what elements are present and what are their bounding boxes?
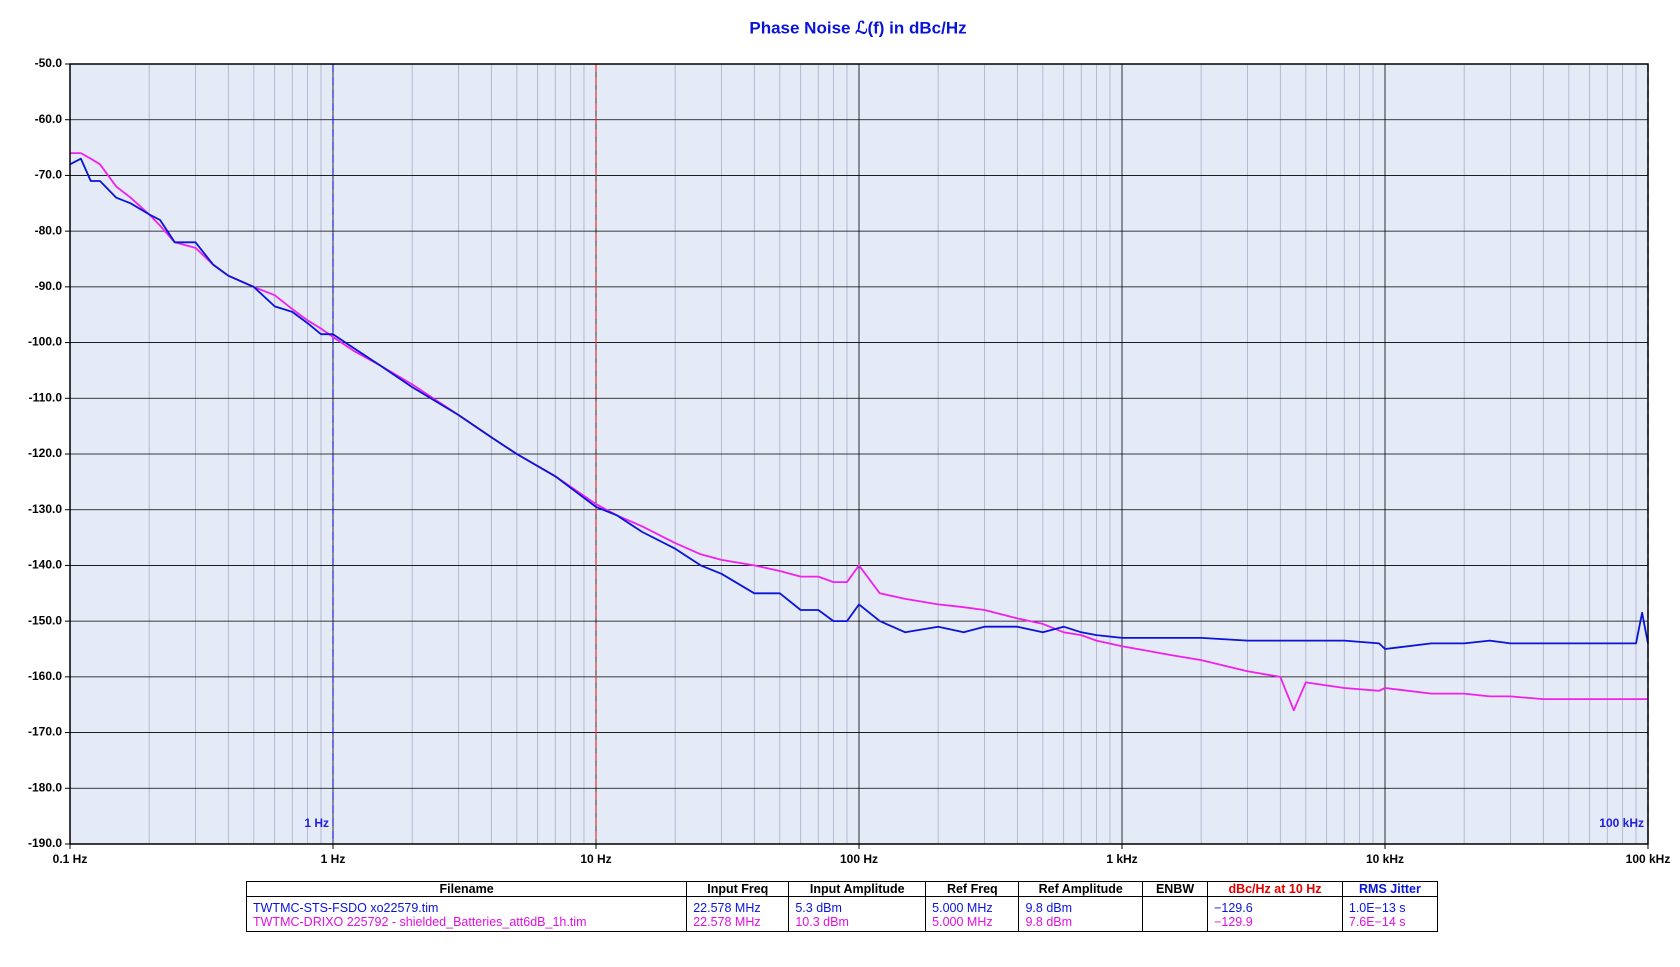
chart-title: Phase Noise ℒ(f) in dBc/Hz (749, 18, 966, 37)
table-cell (1142, 915, 1209, 932)
column-header: Input Amplitude (788, 881, 927, 897)
y-tick-label: -120.0 (28, 446, 62, 460)
table-cell: 1.0E−13 s (1341, 896, 1439, 915)
column-header: dBc/Hz at 10 Hz (1207, 881, 1343, 897)
x-tick-label: 100 kHz (1626, 852, 1671, 866)
y-tick-label: -140.0 (28, 558, 62, 572)
table-cell: 9.8 dBm (1018, 915, 1144, 932)
table-cell (1142, 896, 1209, 915)
x-tick-label: 1 Hz (321, 852, 346, 866)
table-header: Filename Input Freq Input Amplitude Ref Fre… (245, 881, 1439, 897)
x-tick-label: 10 kHz (1366, 852, 1404, 866)
table-cell: TWTMC-STS-FSDO xo22579.tim (245, 896, 688, 915)
table-cell: 5.000 MHz (925, 915, 1020, 932)
column-header: Ref Amplitude (1018, 881, 1144, 897)
x-tick-label: 100 Hz (840, 852, 878, 866)
plot-border (69, 63, 1649, 845)
y-tick-label: -170.0 (28, 725, 62, 739)
table-cell: 7.6E−14 s (1341, 915, 1439, 932)
y-tick-label: -130.0 (28, 502, 62, 516)
series-line (69, 157, 1649, 650)
table-cell: 9.8 dBm (1018, 896, 1144, 915)
y-tick-label: -150.0 (28, 613, 62, 627)
y-tick-label: -60.0 (35, 112, 63, 126)
y-tick-label: -100.0 (28, 335, 62, 349)
table-cell: 5.000 MHz (925, 896, 1020, 915)
column-header: Filename (245, 881, 688, 897)
y-tick-label: -160.0 (28, 669, 62, 683)
x-tick-label: 0.1 Hz (53, 852, 88, 866)
table-cell: −129.9 (1207, 915, 1343, 932)
column-header: ENBW (1142, 881, 1209, 897)
y-tick-label: -80.0 (35, 223, 63, 237)
y-tick-label: -70.0 (35, 168, 63, 182)
y-tick-label: -190.0 (28, 836, 62, 850)
table-cell: 22.578 MHz (686, 915, 790, 932)
marker-label: 100 kHz (1599, 816, 1644, 830)
table-cell: 22.578 MHz (686, 896, 790, 915)
marker-label: 1 Hz (304, 816, 329, 830)
column-header: Ref Freq (925, 881, 1020, 897)
table-cell: 10.3 dBm (788, 915, 927, 932)
y-tick-label: -90.0 (35, 279, 63, 293)
info-table: Filename Input Freq Input Amplitude Ref Fre… (245, 881, 1439, 932)
chart: Phase Noise ℒ(f) in dBc/Hz -50.0 -60.0 -70… (28, 18, 1671, 866)
column-header: RMS Jitter (1341, 881, 1439, 897)
table-cell: 5.3 dBm (788, 896, 927, 915)
x-tick-label: 10 Hz (580, 852, 611, 866)
y-tick-label: -110.0 (29, 390, 63, 404)
table-cell: TWTMC-DRIXO 225792 - shielded_Batteries_… (245, 915, 688, 932)
y-tick-label: -50.0 (35, 56, 63, 70)
table-row: TWTMC-DRIXO 225792 - shielded_Batteries_… (245, 915, 1439, 932)
column-header: Input Freq (686, 881, 790, 897)
y-tick-label: -180.0 (28, 780, 62, 794)
table-cell: −129.6 (1207, 896, 1343, 915)
x-tick-label: 1 kHz (1106, 852, 1137, 866)
table-row: TWTMC-STS-FSDO xo22579.tim 22.578 MHz 5.3 … (245, 896, 1439, 915)
